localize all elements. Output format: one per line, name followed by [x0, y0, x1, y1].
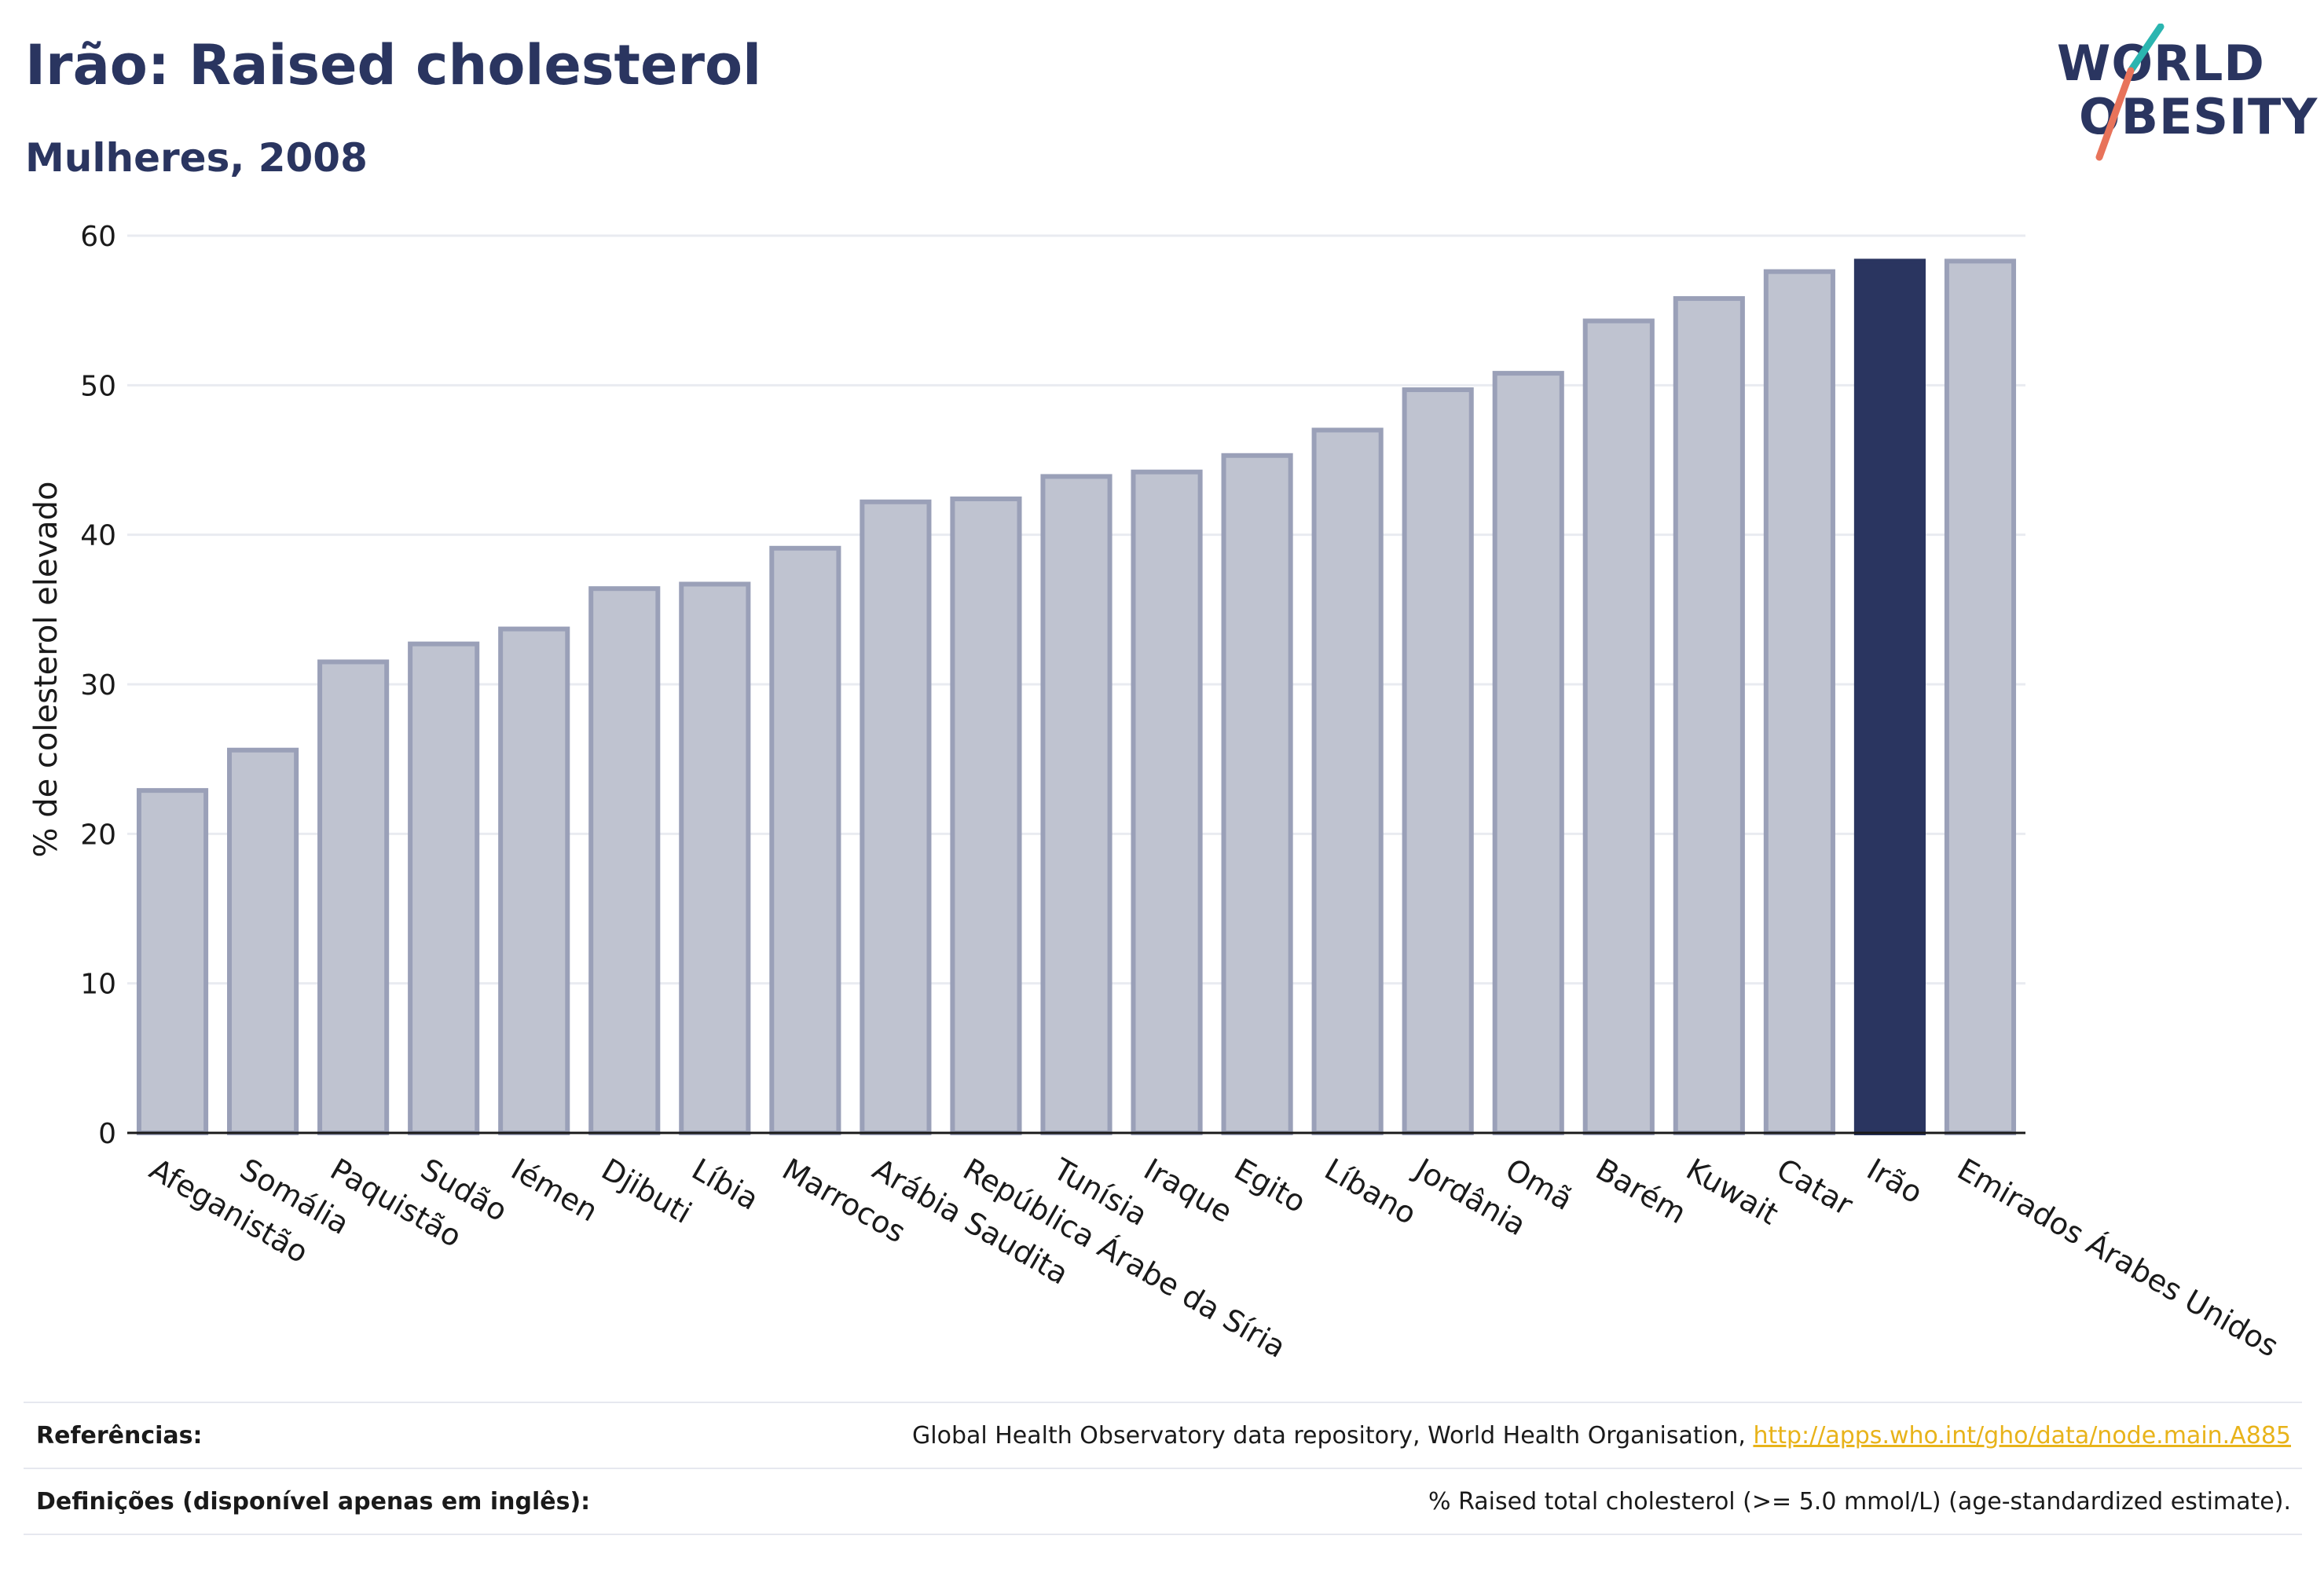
- world-obesity-logo: WORLD OBESITY: [2049, 24, 2317, 165]
- bar-0[interactable]: [136, 788, 209, 1135]
- logo-line-1: WORLD: [2057, 35, 2265, 92]
- y-tick-label: 60: [80, 221, 116, 253]
- definitions-label: Definições (disponível apenas em inglês)…: [36, 1487, 591, 1516]
- bar-17[interactable]: [1673, 295, 1745, 1136]
- x-tick-label: Kuwait: [1681, 1152, 1784, 1232]
- references-label: Referências:: [36, 1421, 203, 1450]
- footer: Referências: Global Health Observatory d…: [24, 1402, 2302, 1535]
- x-tick-label: Líbano: [1319, 1152, 1423, 1231]
- x-tick-label: Emirados Árabes Unidos: [1952, 1152, 2285, 1364]
- x-tick-label: Barém: [1590, 1152, 1692, 1230]
- references-value: Global Health Observatory data repositor…: [912, 1422, 2302, 1450]
- bar-6[interactable]: [679, 581, 751, 1135]
- definitions-text: % Raised total cholesterol (>= 5.0 mmol/…: [1428, 1487, 2291, 1516]
- bar-19[interactable]: [1853, 258, 1926, 1135]
- page-subtitle: Mulheres, 2008: [25, 135, 368, 181]
- bar-12[interactable]: [1221, 453, 1293, 1135]
- x-tick-label: Iraque: [1138, 1152, 1238, 1230]
- page-title: Irão: Raised cholesterol: [25, 33, 762, 97]
- bar-1[interactable]: [227, 747, 299, 1135]
- x-tick-label: Catar: [1771, 1152, 1859, 1222]
- bar-3[interactable]: [408, 641, 480, 1135]
- x-tick-label: Iémen: [505, 1152, 603, 1229]
- x-tick-label: Egito: [1229, 1152, 1312, 1220]
- y-axis-label: % de colesterol elevado: [28, 481, 64, 857]
- bar-11[interactable]: [1131, 469, 1203, 1135]
- bar-13[interactable]: [1311, 427, 1384, 1135]
- bar-9[interactable]: [950, 496, 1022, 1135]
- bar-15[interactable]: [1492, 371, 1564, 1135]
- y-tick-label: 10: [80, 969, 116, 1001]
- x-tick-label: Irão: [1861, 1152, 1929, 1211]
- references-link[interactable]: http://apps.who.int/gho/data/node.main.A…: [1753, 1421, 2291, 1450]
- bar-16[interactable]: [1582, 318, 1655, 1135]
- x-tick-label: Líbia: [686, 1152, 764, 1217]
- y-tick-label: 50: [80, 370, 116, 402]
- y-tick-label: 0: [98, 1118, 116, 1150]
- bar-7[interactable]: [769, 545, 841, 1135]
- bar-10[interactable]: [1040, 474, 1113, 1135]
- references-text: Global Health Observatory data repositor…: [912, 1421, 1754, 1450]
- y-tick-label: 30: [80, 669, 116, 702]
- bar-20[interactable]: [1944, 258, 2017, 1135]
- x-tick-label: Djibuti: [596, 1152, 697, 1230]
- y-tick-label: 20: [80, 819, 116, 851]
- bar-14[interactable]: [1402, 387, 1474, 1135]
- bar-5[interactable]: [588, 586, 661, 1135]
- logo-slash-icon: [2095, 24, 2165, 161]
- bar-18[interactable]: [1763, 269, 1835, 1135]
- definitions-row: Definições (disponível apenas em inglês)…: [24, 1468, 2302, 1535]
- bar-8[interactable]: [860, 499, 932, 1135]
- y-tick-label: 40: [80, 520, 116, 552]
- bar-4[interactable]: [498, 626, 570, 1135]
- references-row: Referências: Global Health Observatory d…: [24, 1402, 2302, 1468]
- bar-2[interactable]: [317, 659, 390, 1135]
